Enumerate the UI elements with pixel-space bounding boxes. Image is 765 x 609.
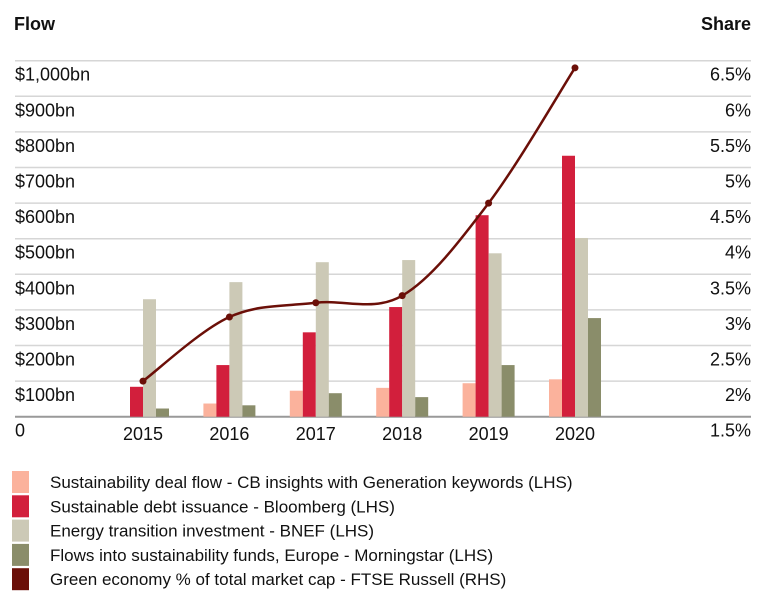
bar-2018 <box>415 397 429 417</box>
share-line-path <box>142 67 577 383</box>
legend-label: Sustainable debt issuance - Bloomberg (L… <box>50 497 395 516</box>
left-tick-label: $800bn <box>15 136 75 156</box>
bar-2017 <box>289 390 303 417</box>
bar-2015 <box>156 408 169 417</box>
bar-2018 <box>402 260 416 417</box>
left-tick-label: $200bn <box>15 350 75 370</box>
bar-2016 <box>203 403 217 417</box>
left-tick-label: $400bn <box>15 278 75 298</box>
share-point-2016 <box>225 313 233 321</box>
share-point-2018 <box>398 292 406 300</box>
x-tick-label: 2018 <box>382 424 422 444</box>
right-tick-label: 6% <box>725 100 751 120</box>
bar-2020 <box>575 237 588 417</box>
bar-2018 <box>376 387 390 417</box>
bar-2020 <box>588 318 601 417</box>
bars <box>130 155 601 417</box>
right-tick-label: 6.5% <box>710 65 751 85</box>
right-tick-label: 2.5% <box>710 350 751 370</box>
left-tick-label: $300bn <box>15 314 75 334</box>
bar-2016 <box>216 365 230 417</box>
share-point-2020 <box>571 64 579 72</box>
left-tick-label: $100bn <box>15 385 75 405</box>
left-tick-label: $500bn <box>15 243 75 263</box>
x-tick-label: 2015 <box>123 424 163 444</box>
bar-2019 <box>475 215 489 417</box>
left-tick-label: $700bn <box>15 172 75 192</box>
bar-2015 <box>143 299 156 417</box>
legend-swatch <box>12 519 29 542</box>
legend-label: Energy transition investment - BNEF (LHS… <box>50 522 374 541</box>
share-point-2019 <box>485 199 493 207</box>
x-tick-label: 2016 <box>209 424 249 444</box>
right-tick-label: 3.5% <box>710 278 751 298</box>
bar-2019 <box>488 253 502 417</box>
axes: 0 1.5% $100bn 2% $200bn 2.5% $300bn 3% $400bn 3.5… <box>15 65 751 444</box>
left-tick-label: $1,000bn <box>15 65 90 85</box>
bar-2019 <box>501 365 515 417</box>
bar-2017 <box>315 262 329 417</box>
share-point-2015 <box>139 377 147 385</box>
x-tick-label: 2017 <box>296 424 336 444</box>
right-tick-label: 3% <box>725 314 751 334</box>
bar-2017 <box>302 332 316 417</box>
right-axis-title: Share <box>701 14 751 34</box>
right-tick-label: 2% <box>725 385 751 405</box>
right-tick-label: 4.5% <box>710 207 751 227</box>
legend-label: Flows into sustainability funds, Europe … <box>50 546 493 565</box>
legend-label: Sustainability deal flow - CB insights w… <box>50 473 573 492</box>
legend-swatch <box>12 568 29 591</box>
share-line <box>139 64 579 385</box>
bar-2016 <box>242 405 256 417</box>
legend-swatch <box>12 543 29 566</box>
left-tick-label: $900bn <box>15 100 75 120</box>
bar-2016 <box>229 282 243 417</box>
bar-2015 <box>130 386 143 417</box>
legend-swatch <box>12 471 29 493</box>
right-tick-label: 4% <box>725 243 751 263</box>
bar-2018 <box>389 307 403 417</box>
x-tick-label: 2020 <box>555 424 595 444</box>
bar-2020 <box>562 155 575 417</box>
legend-swatch <box>12 495 29 518</box>
right-tick-label: 5% <box>725 172 751 192</box>
bar-2020 <box>549 379 562 417</box>
share-point-2017 <box>312 299 320 307</box>
right-tick-label: 5.5% <box>710 136 751 156</box>
x-tick-label: 2019 <box>469 424 509 444</box>
gridlines <box>15 59 751 418</box>
bar-2019 <box>462 383 476 417</box>
left-axis-title: Flow <box>14 14 56 34</box>
left-tick-label: 0 <box>15 421 25 441</box>
bar-2017 <box>328 393 342 417</box>
left-tick-label: $600bn <box>15 207 75 227</box>
legend: Sustainability deal flow - CB insights w… <box>12 471 573 591</box>
right-tick-label: 1.5% <box>710 421 751 441</box>
legend-label: Green economy % of total market cap - FT… <box>50 570 506 589</box>
